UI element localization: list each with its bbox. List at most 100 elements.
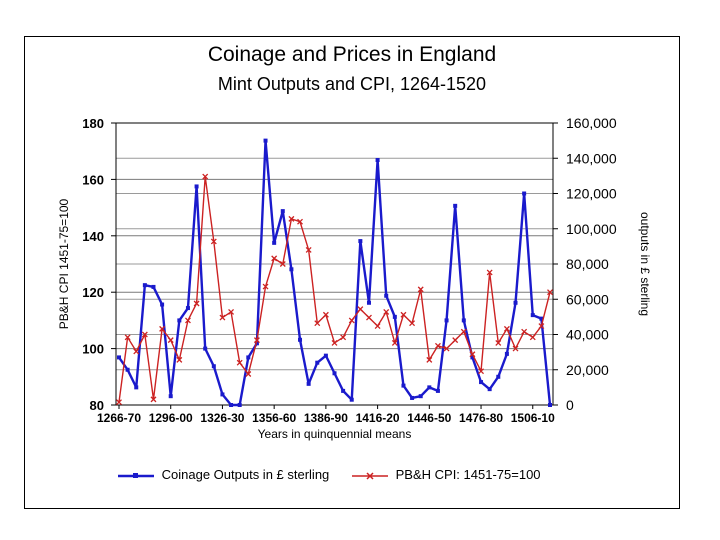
- data-point-cpi: [185, 317, 191, 324]
- data-point-coinage: [194, 184, 199, 189]
- data-point-cpi: [409, 320, 416, 327]
- data-point-coinage: [134, 385, 139, 390]
- left-tick-label: 80: [90, 398, 104, 413]
- x-tick-label: 1326-30: [200, 411, 244, 425]
- data-point-coinage: [142, 283, 147, 288]
- data-point-cpi: [159, 325, 166, 332]
- data-point-coinage: [246, 355, 251, 360]
- right-tick-label: 0: [566, 397, 574, 413]
- data-point-cpi: [262, 283, 269, 290]
- data-point-cpi: [366, 314, 372, 321]
- data-point-coinage: [504, 351, 509, 356]
- data-point-cpi: [245, 371, 252, 377]
- data-point-coinage: [323, 353, 328, 358]
- x-tick-label: 1506-10: [511, 411, 555, 425]
- chart-frame: Coinage and Prices in England Mint Outpu…: [24, 36, 680, 509]
- data-point-coinage: [358, 239, 363, 244]
- y-axis-right-label: outputs in £ sterling: [638, 212, 652, 316]
- data-point-coinage: [117, 355, 121, 360]
- x-tick-label: 1386-90: [304, 411, 348, 425]
- data-point-cpi: [391, 340, 398, 346]
- data-point-coinage: [220, 392, 225, 397]
- x-tick-label: 1416-20: [356, 411, 400, 425]
- data-point-cpi: [503, 325, 510, 332]
- data-point-coinage: [453, 203, 458, 208]
- legend-item-coinage: Coinage Outputs in £ sterling: [118, 467, 329, 482]
- data-point-cpi: [331, 340, 338, 346]
- data-point-coinage: [470, 355, 475, 360]
- data-point-coinage: [185, 306, 190, 311]
- data-point-coinage: [496, 374, 501, 379]
- legend-swatch-cpi: [352, 472, 388, 480]
- right-tick-label: 80,000: [566, 256, 609, 272]
- x-tick-label: 1266-70: [97, 411, 141, 425]
- data-point-coinage: [289, 267, 294, 272]
- y-axis-left-label: PB&H CPI 1451-75=100: [57, 198, 71, 329]
- data-point-coinage: [366, 300, 371, 305]
- data-point-coinage: [125, 367, 130, 372]
- legend-item-cpi: PB&H CPI: 1451-75=100: [352, 467, 541, 482]
- data-point-cpi: [383, 308, 390, 315]
- data-point-coinage: [513, 300, 518, 305]
- data-point-cpi: [547, 289, 553, 296]
- data-point-cpi: [141, 331, 148, 338]
- data-point-coinage: [298, 337, 303, 342]
- data-point-coinage: [151, 284, 156, 289]
- data-point-coinage: [254, 341, 259, 346]
- x-axis-label: Years in quinquennial means: [258, 427, 412, 441]
- data-point-cpi: [469, 351, 476, 358]
- data-point-coinage: [418, 394, 423, 399]
- data-point-cpi: [124, 334, 131, 341]
- data-point-cpi: [116, 399, 122, 406]
- data-point-coinage: [272, 240, 277, 245]
- data-point-coinage: [341, 388, 346, 393]
- data-point-coinage: [479, 380, 484, 385]
- data-point-cpi: [538, 323, 545, 329]
- data-point-coinage: [539, 316, 544, 321]
- data-point-cpi: [322, 311, 329, 318]
- data-point-cpi: [495, 340, 502, 346]
- data-point-coinage: [315, 360, 320, 365]
- left-tick-label: 120: [82, 285, 104, 300]
- data-point-cpi: [288, 215, 295, 222]
- right-tick-label: 60,000: [566, 291, 609, 307]
- data-point-cpi: [521, 328, 528, 335]
- x-tick-label: 1476-80: [459, 411, 503, 425]
- left-tick-label: 140: [82, 229, 104, 244]
- left-tick-label: 180: [82, 116, 104, 131]
- data-point-cpi: [512, 345, 519, 352]
- right-tick-label: 160,000: [566, 115, 617, 131]
- left-tick-label: 100: [82, 342, 104, 357]
- data-point-cpi: [219, 314, 226, 321]
- right-tick-label: 40,000: [566, 327, 609, 343]
- data-point-coinage: [522, 191, 527, 196]
- data-point-coinage: [349, 397, 354, 402]
- data-point-coinage: [203, 346, 208, 351]
- data-point-cpi: [434, 342, 441, 349]
- data-point-coinage: [461, 318, 466, 323]
- data-point-coinage: [401, 383, 406, 388]
- chart-title: Coinage and Prices in England: [207, 43, 497, 66]
- data-point-cpi: [271, 255, 278, 262]
- chart-subtitle: Mint Outputs and CPI, 1264-1520: [217, 74, 487, 94]
- data-point-cpi: [426, 356, 433, 363]
- data-point-cpi: [400, 311, 407, 318]
- data-point-cpi: [340, 334, 347, 341]
- data-point-cpi: [357, 306, 364, 313]
- x-tick-label: 1296-00: [149, 411, 193, 425]
- data-point-cpi: [228, 308, 235, 315]
- data-point-coinage: [384, 293, 389, 298]
- data-point-cpi: [236, 359, 243, 366]
- data-point-cpi: [452, 337, 459, 344]
- data-point-cpi: [417, 286, 424, 293]
- data-point-cpi: [443, 345, 450, 352]
- legend-label-coinage: Coinage Outputs in £ sterling: [161, 467, 330, 482]
- series-line-cpi: [118, 175, 551, 403]
- data-point-coinage: [263, 138, 268, 143]
- data-point-cpi: [193, 300, 200, 307]
- left-tick-label: 160: [82, 172, 104, 187]
- data-point-coinage: [332, 371, 337, 376]
- data-point-coinage: [487, 387, 492, 392]
- data-point-cpi: [348, 317, 355, 324]
